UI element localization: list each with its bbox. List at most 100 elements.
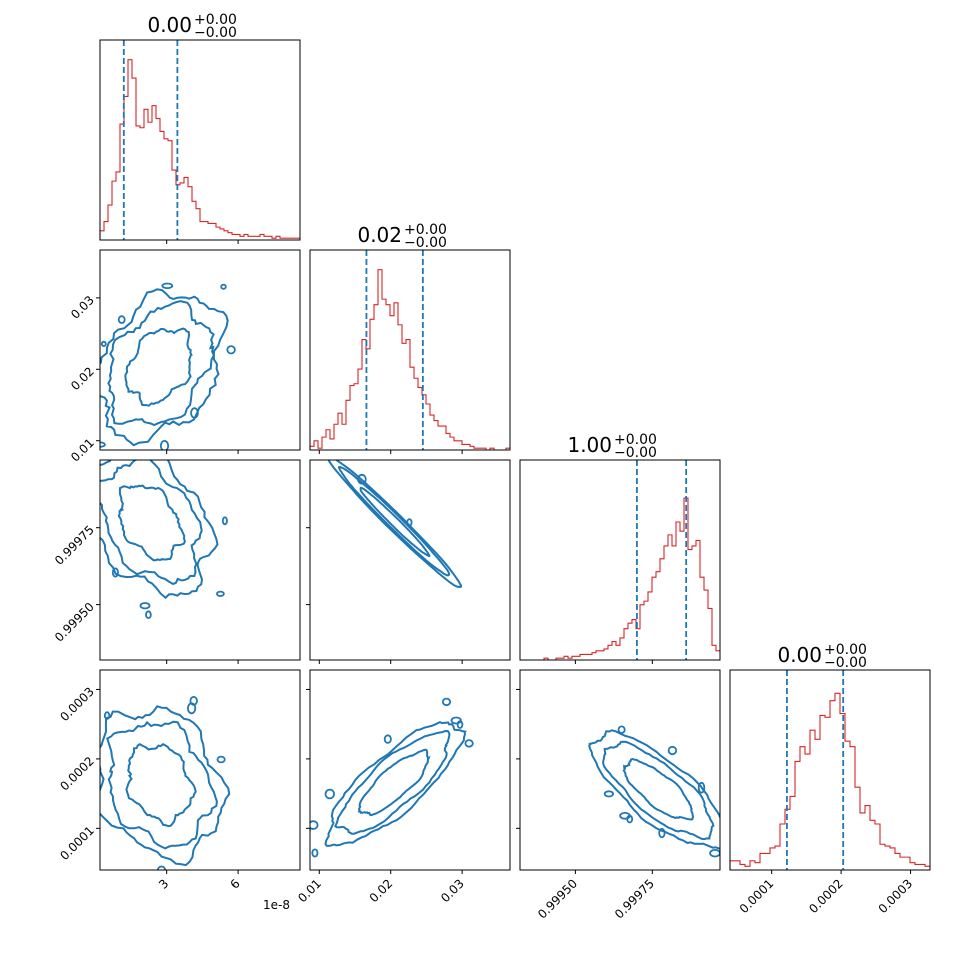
contour-island-3-0-8 [80, 788, 88, 795]
contour-island-2-0-8 [145, 610, 152, 619]
axes-frame-1-0 [99, 249, 301, 451]
title-sup-2: +0.00 [614, 432, 657, 448]
title-sup-1: +0.00 [404, 222, 447, 238]
histogram-steps-3 [729, 692, 930, 870]
title-main-2: 1.00 [567, 433, 612, 457]
contour-island-2-1-1 [357, 473, 367, 485]
histogram-steps-0 [99, 59, 300, 240]
contour-island-2-0-0 [221, 516, 228, 526]
contour-line-2-0-0 [117, 484, 186, 562]
contour-line-2-0-2 [100, 460, 219, 600]
contour-island-3-2-7 [697, 781, 706, 794]
contour-island-2-0-5 [139, 602, 151, 610]
contour-line-3-0-1 [106, 720, 218, 850]
title-main-3: 0.00 [777, 643, 822, 667]
contour-island-1-0-7 [100, 441, 106, 448]
x-tick-label-1-0: 0.01 [295, 876, 324, 905]
contour-panel-2-0 [75, 459, 301, 661]
histogram-panel-3: 0.00 +0.00−0.00 [729, 642, 931, 871]
contour-island-1-0-6 [159, 440, 170, 450]
contour-line-2-1-2 [327, 460, 463, 588]
corner-panels: 0.00 +0.00−0.000.02 +0.00−0.001.00 +0.00−0.… [52, 12, 931, 921]
contour-island-1-0-3 [190, 407, 199, 419]
contour-island-3-2-6 [603, 790, 615, 798]
contour-island-1-0-8 [117, 315, 126, 324]
contour-island-2-0-2 [111, 567, 119, 578]
title-sub-3: −0.00 [824, 655, 867, 671]
title-sup-3: +0.00 [824, 642, 867, 658]
histogram-panel-0: 0.00 +0.00−0.00 [99, 12, 301, 241]
axes-frame-3-3 [729, 669, 931, 871]
contour-island-1-0-2 [100, 340, 107, 347]
histogram-steps-1 [309, 269, 510, 451]
y-tick-label-2-0: 0.99950 [52, 600, 97, 645]
x-tick-label-1-2: 0.03 [438, 876, 467, 905]
title-sub-1: −0.00 [404, 235, 447, 251]
contour-island-3-0-0 [103, 711, 111, 720]
title-sub-0: −0.00 [194, 25, 237, 41]
title-main-0: 0.00 [147, 13, 192, 37]
contour-line-3-2-1 [602, 740, 715, 841]
axes-frame-3-1 [309, 669, 511, 871]
y-tick-label-3-2: 0.0003 [57, 684, 97, 724]
contour-island-3-2-2 [619, 811, 631, 820]
axes-frame-0-0 [99, 39, 301, 241]
x-tick-label-0-0: 3 [156, 876, 171, 891]
title-sub-2: −0.00 [614, 445, 657, 461]
contour-line-3-1-1 [334, 729, 451, 835]
contour-island-3-1-3 [441, 697, 452, 707]
contour-island-3-2-3 [667, 745, 678, 756]
y-tick-label-3-0: 0.0001 [57, 823, 97, 863]
contour-island-1-0-0 [84, 327, 94, 334]
axes-frame-2-0 [99, 459, 301, 661]
contour-island-3-1-1 [311, 848, 319, 858]
axes-frame-3-0 [99, 669, 301, 871]
x-tick-label-1-1: 0.02 [367, 876, 396, 905]
contour-line-3-0-2 [100, 705, 231, 867]
y-tick-label-1-2: 0.03 [68, 293, 97, 322]
x0-offset-label: 1e-8 [263, 898, 290, 912]
contour-island-3-0-4 [170, 877, 175, 887]
x-tick-label-0-1: 6 [228, 876, 243, 891]
contour-island-3-1-2 [310, 820, 319, 830]
contour-island-3-2-8 [617, 725, 626, 734]
contour-island-3-2-5 [658, 827, 666, 839]
contour-panel-3-2 [519, 669, 727, 871]
contour-line-3-0-0 [125, 743, 197, 828]
contour-island-3-2-1 [709, 849, 720, 858]
contour-line-3-2-2 [588, 729, 720, 850]
contour-panel-3-0 [80, 669, 301, 887]
contour-island-3-1-8 [464, 739, 474, 748]
contour-panel-2-1 [309, 459, 511, 661]
axes-frame-2-2 [519, 459, 721, 661]
x-tick-label-3-1: 0.0002 [806, 876, 846, 916]
x-tick-label-3-2: 0.0003 [876, 876, 916, 916]
contour-island-3-1-4 [324, 788, 336, 800]
contour-line-1-0-1 [107, 300, 216, 427]
contour-line-3-1-0 [357, 748, 431, 817]
axes-frame-2-1 [309, 459, 511, 661]
histogram-panel-2: 1.00 +0.00−0.00 [519, 432, 721, 661]
y-tick-label-1-1: 0.02 [68, 364, 97, 393]
axes-frame-3-2 [519, 669, 721, 871]
contour-island-1-0-5 [161, 282, 174, 289]
contour-line-3-2-0 [622, 757, 695, 821]
contour-island-1-0-4 [226, 345, 236, 355]
contour-island-3-0-2 [187, 702, 197, 715]
contour-island-2-0-1 [75, 471, 84, 480]
contour-island-1-0-1 [220, 283, 227, 290]
contour-line-2-0-1 [100, 460, 203, 586]
contour-island-2-0-3 [215, 590, 225, 597]
contour-island-2-1-0 [406, 518, 413, 527]
contour-line-1-0-2 [100, 288, 229, 447]
contour-line-2-1-1 [338, 465, 451, 577]
contour-panel-1-0 [84, 249, 301, 451]
axes-frame-1-1 [309, 249, 511, 451]
contour-island-3-2-4 [721, 839, 727, 847]
histogram-panel-1: 0.02 +0.00−0.00 [309, 222, 511, 451]
contour-island-3-1-5 [383, 734, 392, 744]
y-tick-label-2-1: 0.99975 [52, 523, 97, 568]
title-main-1: 0.02 [357, 223, 402, 247]
y-tick-label-3-1: 0.0002 [57, 754, 97, 794]
